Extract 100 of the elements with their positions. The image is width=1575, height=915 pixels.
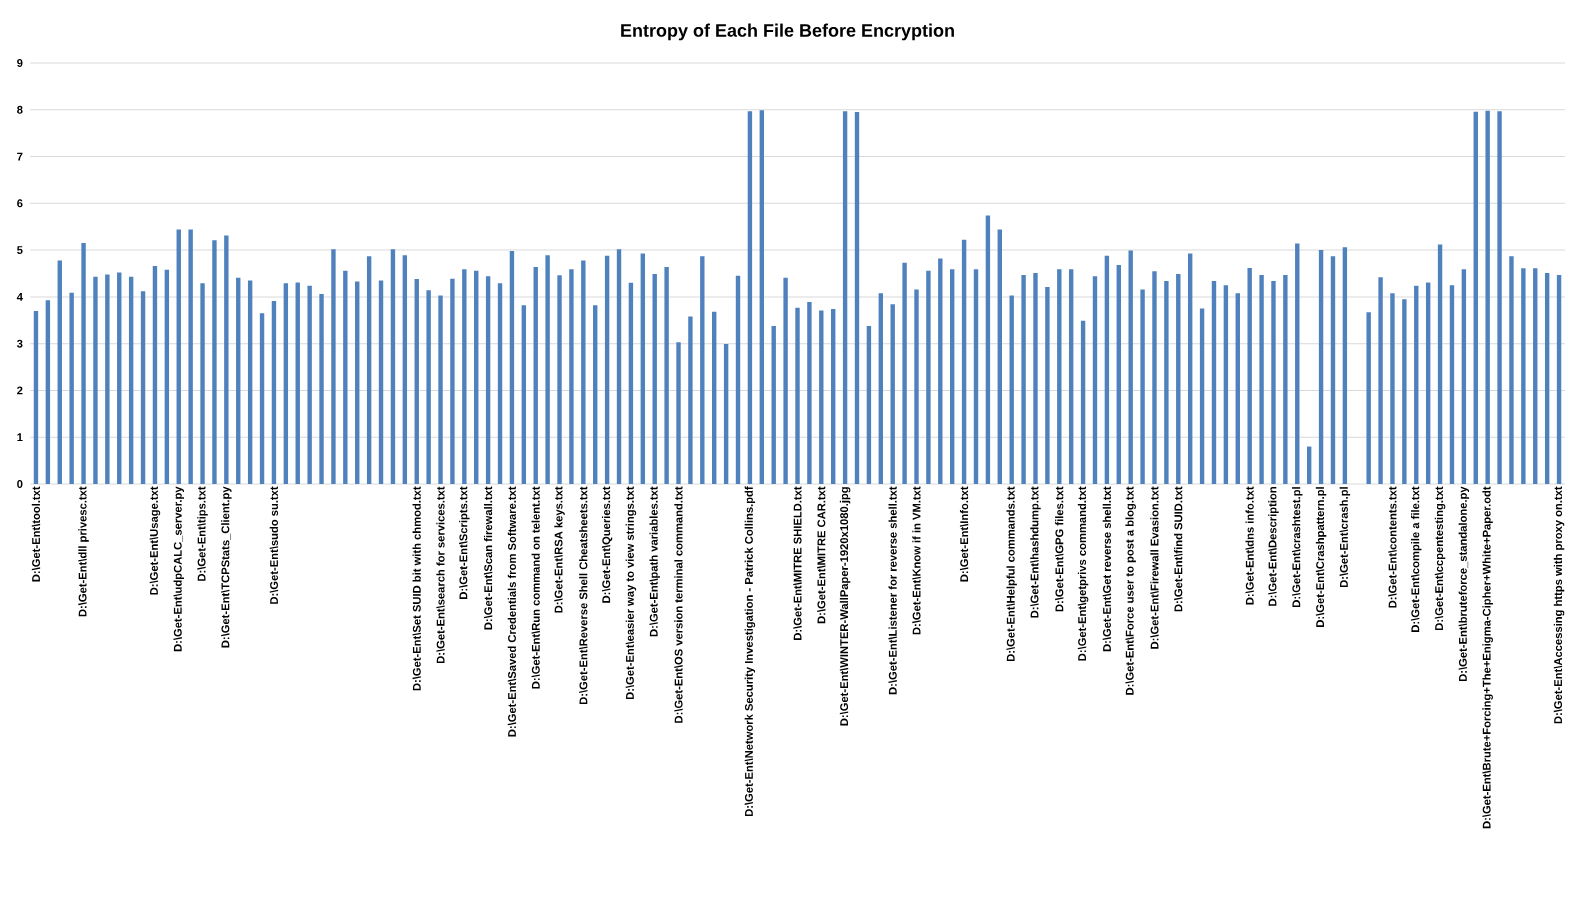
bar: [93, 276, 98, 484]
bar: [783, 277, 788, 484]
x-tick-label: D:\Get-Ent\compile a file.txt: [1411, 486, 1422, 632]
bar: [854, 112, 860, 484]
bar: [128, 276, 134, 484]
bar: [1390, 293, 1395, 484]
bar: [604, 255, 610, 484]
bar: [747, 111, 753, 484]
bar: [1342, 247, 1348, 484]
x-tick-label: D:\Get-Ent\tool.txt: [31, 486, 41, 582]
bar: [700, 256, 705, 484]
bar: [902, 262, 907, 484]
bar: [997, 229, 1002, 484]
bar: [1259, 274, 1264, 484]
bar: [224, 235, 229, 484]
y-tick-label: 8: [17, 105, 23, 114]
x-tick-label: D:\Get-Ent\dll privesc.txt: [78, 486, 89, 617]
bar: [926, 270, 931, 484]
bar: [212, 240, 217, 484]
bar: [759, 110, 765, 484]
bar: [1247, 267, 1252, 484]
x-tick-label: D:\Get-Ent\ccpentesting.txt: [1434, 486, 1446, 630]
bar: [1045, 287, 1050, 484]
bar: [247, 280, 253, 484]
bar: [1414, 285, 1419, 484]
bar: [1128, 250, 1133, 484]
bar: [1033, 273, 1038, 484]
bar: [652, 273, 657, 484]
x-tick-label: D:\Get-Ent\Know if in VM.txt: [912, 486, 921, 635]
bar: [795, 307, 800, 484]
bar: [1295, 243, 1300, 484]
x-tick-label: D:\Get-Ent\Run command on telent.txt: [531, 486, 540, 689]
bar: [1473, 111, 1478, 484]
bar: [664, 266, 669, 484]
bar: [1378, 277, 1383, 484]
bar: [807, 302, 812, 484]
bar: [117, 272, 122, 484]
bar: [390, 249, 396, 484]
x-tick-label: D:\Get-Ent\TCPStats_Client.py: [221, 486, 232, 648]
bar: [1533, 268, 1538, 484]
bar: [105, 274, 110, 484]
y-tick-label: 5: [17, 246, 23, 254]
x-tick-label: D:\Get-Ent\OS version terminal command.txt: [674, 486, 683, 723]
bar: [1223, 285, 1229, 484]
x-tick-label: D:\Get-Ent\Info.txt: [959, 486, 969, 582]
bar: [1140, 289, 1145, 484]
bar: [533, 266, 538, 484]
bar: [259, 313, 265, 484]
bar: [1199, 308, 1205, 484]
x-tick-label: D:\Get-Ent\search for services.txt: [436, 486, 445, 664]
bar: [735, 275, 741, 484]
bar: [140, 291, 146, 484]
bar: [938, 258, 943, 484]
bar: [438, 295, 443, 484]
bar: [1068, 269, 1074, 484]
bar: [378, 280, 384, 484]
bar: [1509, 256, 1514, 484]
x-tick-label: D:\Get-Ent\path variables.txt: [649, 486, 660, 637]
x-tick-label: D:\Get-Ent\Accessing https with proxy on.txt: [1553, 486, 1565, 724]
x-tick-label: D:\Get-Ent\contents.txt: [1388, 486, 1397, 608]
x-tick-label: D:\Get-Ent\Network Security Investigation - Patrick Collins.pdf: [744, 486, 756, 817]
bar: [45, 300, 51, 484]
bar: [343, 270, 348, 484]
bar: [426, 290, 431, 484]
x-tick-label: D:\Get-Ent\Firewall Evasion.txt: [1150, 486, 1159, 649]
x-tick-label: D:\Get-Ent\Saved Credentials from Software.txt: [507, 486, 517, 737]
bar: [1283, 274, 1288, 484]
bar: [842, 111, 848, 484]
x-tick-label: D:\Get-Ent\getprivs command.txt: [1077, 486, 1089, 661]
bar: [1437, 244, 1443, 484]
x-tick-label: D:\Get-Ent\Scan firewall.txt: [483, 486, 493, 630]
bar: [1521, 268, 1526, 484]
bar: [819, 310, 824, 484]
bar: [1306, 446, 1312, 484]
x-tick-label: D:\Get-Ent\Set SUID bit with chmod.txt: [412, 486, 421, 691]
y-tick-label: 1: [17, 433, 23, 442]
bar: [355, 281, 360, 484]
bar: [1116, 265, 1121, 484]
bar: [569, 269, 574, 484]
bar: [628, 282, 634, 484]
x-tick-label: D:\Get-Ent\Scripts.txt: [459, 486, 470, 599]
bar: [890, 304, 895, 484]
bar: [33, 310, 39, 484]
x-tick-label: D:\Get-Ent\Queries.txt: [601, 486, 613, 603]
bar: [1485, 110, 1490, 484]
bar: [497, 283, 503, 484]
bar: [1497, 111, 1502, 484]
y-tick-label: 4: [16, 293, 23, 301]
bar: [485, 276, 491, 484]
bar: [1366, 312, 1371, 484]
bar: [545, 255, 550, 484]
y-tick-label: 3: [16, 339, 23, 348]
bar: [914, 289, 919, 484]
bar: [1057, 269, 1062, 484]
bar: [973, 269, 979, 484]
x-tick-label: D:\Get-Ent\crashtest.pl: [1292, 487, 1303, 607]
bar: [581, 260, 586, 484]
y-tick-label: 0: [17, 480, 23, 488]
x-tick-label: D:\Get-Ent\RSA keys.txt: [554, 486, 565, 613]
bar: [1318, 250, 1324, 484]
